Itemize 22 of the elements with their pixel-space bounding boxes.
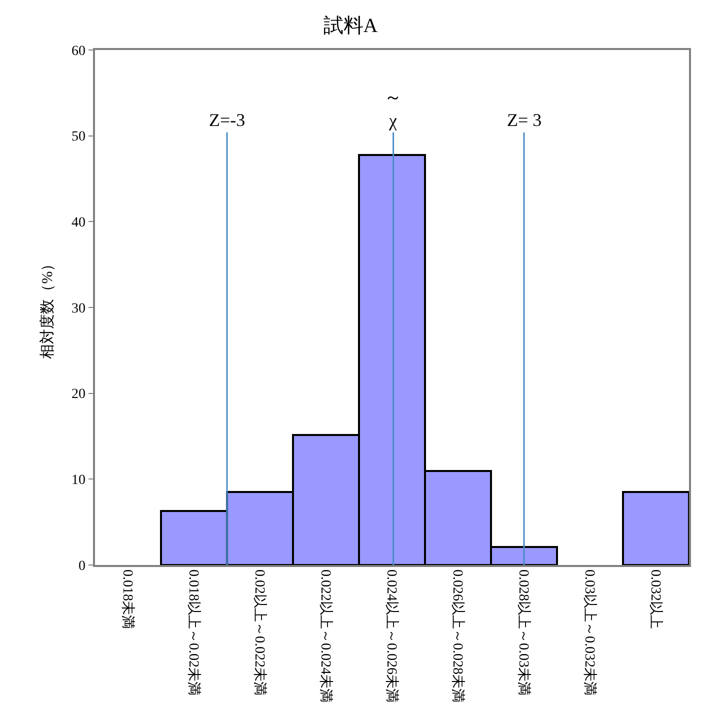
y-tick-label: 0 bbox=[78, 558, 86, 574]
y-axis-title: 相対度数（%） bbox=[39, 256, 56, 359]
annotation: Z=-3 bbox=[209, 110, 246, 130]
annotation: Z= 3 bbox=[507, 110, 542, 130]
bar bbox=[622, 491, 689, 565]
x-tick-label: 0.02以上～0.022未満 bbox=[251, 570, 268, 696]
y-tick-label: 30 bbox=[71, 301, 86, 316]
x-tick-label: 0.022以上～0.024未満 bbox=[317, 570, 334, 703]
x-tick-label: 0.024以上～0.026未満 bbox=[383, 570, 400, 703]
chart-title: 試料A bbox=[323, 14, 378, 37]
x-tick-label: 0.018以上～0.02未満 bbox=[185, 570, 202, 696]
x-tick-label: 0.026以上～0.028未満 bbox=[449, 570, 466, 703]
x-tick-label: 0.03以上～0.032未満 bbox=[581, 570, 598, 696]
x-tick-label: 0.018未満 bbox=[119, 570, 136, 630]
x-tick-label: 0.032以上 bbox=[647, 570, 664, 630]
x-tick-label: 0.028以上～0.03未満 bbox=[515, 570, 532, 696]
y-tick-label: 40 bbox=[71, 216, 86, 231]
y-tick-label: 20 bbox=[71, 387, 86, 402]
annotation: ～ χ bbox=[384, 87, 402, 130]
y-tick-label: 60 bbox=[71, 44, 86, 59]
y-tick-label: 10 bbox=[71, 473, 86, 488]
y-tick-label: 50 bbox=[71, 130, 86, 145]
